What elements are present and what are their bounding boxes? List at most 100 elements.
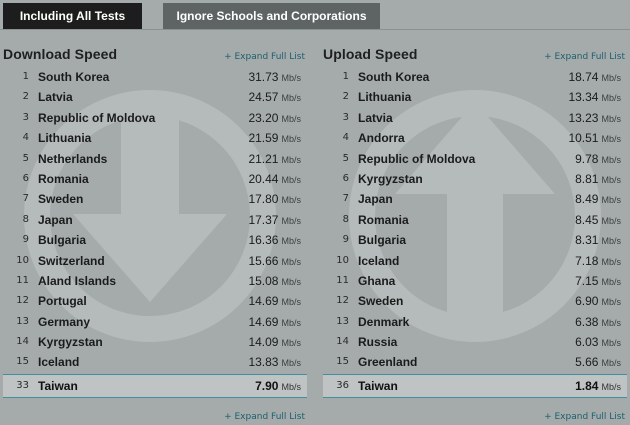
list-item: 2 Lithuania 13.34 Mb/s [323, 88, 627, 108]
rank: 7 [22, 193, 29, 205]
rank: 1 [342, 71, 349, 82]
country-name: Portugal [38, 294, 87, 309]
country-name: Japan [358, 192, 393, 207]
list-item: 15 Greenland 5.66 Mb/s [323, 353, 627, 373]
download-speed-title: Download Speed [3, 46, 118, 62]
speed-value: 24.57 Mb/s [248, 90, 301, 105]
speed-value: 8.45 Mb/s [575, 212, 621, 227]
speed-value: 20.44 Mb/s [248, 171, 301, 186]
download-highlight-row: 33 Taiwan 7.90 Mb/s [3, 374, 307, 398]
list-item: 6 Kyrgyzstan 8.81 Mb/s [323, 170, 627, 190]
speed-value: 16.36 Mb/s [248, 233, 301, 248]
country-name: Sweden [358, 294, 404, 309]
country-name: Republic of Moldova [358, 151, 476, 166]
country-name: Taiwan [358, 379, 398, 393]
country-name: Andorra [358, 131, 405, 146]
country-name: Germany [38, 314, 91, 329]
rank: 6 [22, 172, 29, 184]
rank: 2 [22, 91, 29, 103]
country-name: Netherlands [38, 151, 108, 166]
list-item: 12 Portugal 14.69 Mb/s [3, 292, 307, 312]
country-name: Switzerland [38, 253, 105, 268]
download-expand-list-link-top[interactable]: + Expand Full List [224, 52, 305, 62]
country-name: Kyrgyzstan [358, 171, 423, 186]
rank: 15 [336, 356, 349, 368]
country-name: Taiwan [38, 379, 78, 393]
list-item: 9 Bulgaria 8.31 Mb/s [323, 231, 627, 251]
list-item: 4 Lithuania 21.59 Mb/s [3, 129, 307, 149]
download-expand-list-link-bottom[interactable]: + Expand Full List [224, 412, 305, 422]
rank: 9 [22, 234, 29, 246]
speed-value: 21.21 Mb/s [248, 151, 301, 166]
speed-value: 5.66 Mb/s [575, 355, 621, 370]
list-item: 13 Denmark 6.38 Mb/s [323, 313, 627, 333]
rank: 3 [342, 111, 349, 123]
list-item: 14 Russia 6.03 Mb/s [323, 333, 627, 353]
speed-value: 15.66 Mb/s [248, 253, 301, 268]
rank: 6 [342, 172, 349, 184]
country-name: Lithuania [38, 131, 92, 146]
tab-including-all-tests[interactable]: Including All Tests [3, 3, 142, 30]
speed-value: 9.78 Mb/s [575, 151, 621, 166]
rank: 14 [336, 336, 349, 348]
rank: 13 [336, 315, 349, 327]
country-name: Romania [358, 212, 409, 227]
country-name: Latvia [38, 90, 73, 105]
speed-value: 14.09 Mb/s [248, 335, 301, 350]
list-item: 12 Sweden 6.90 Mb/s [323, 292, 627, 312]
rank: 4 [342, 132, 349, 144]
country-name: Republic of Moldova [38, 110, 156, 125]
list-item: 10 Iceland 7.18 Mb/s [323, 252, 627, 272]
rank: 5 [22, 152, 29, 164]
rank: 11 [16, 274, 29, 286]
download-speed-panel: Download Speed + Expand Full List 1 South… [3, 44, 307, 425]
speed-value: 23.20 Mb/s [248, 110, 301, 125]
list-item: 1 South Korea 31.73 Mb/s [3, 68, 307, 88]
download-ranking-list: 1 South Korea 31.73 Mb/s 2 Latvia 24.57 Mb/s 3… [3, 68, 307, 374]
list-item: 4 Andorra 10.51 Mb/s [323, 129, 627, 149]
list-item: 8 Japan 17.37 Mb/s [3, 211, 307, 231]
speed-value: 7.15 Mb/s [575, 273, 621, 288]
speed-value: 13.83 Mb/s [248, 355, 301, 370]
country-name: South Korea [38, 70, 110, 84]
rank: 13 [16, 315, 29, 327]
list-item: 7 Sweden 17.80 Mb/s [3, 190, 307, 210]
list-item: 7 Japan 8.49 Mb/s [323, 190, 627, 210]
speed-value: 14.69 Mb/s [248, 314, 301, 329]
country-name: Kyrgyzstan [38, 335, 103, 350]
country-name: Latvia [358, 110, 393, 125]
list-item: 5 Netherlands 21.21 Mb/s [3, 150, 307, 170]
rank: 3 [22, 111, 29, 123]
upload-ranking-list: 1 South Korea 18.74 Mb/s 2 Lithuania 13.34 Mb/… [323, 68, 627, 374]
country-name: Greenland [358, 355, 418, 370]
list-item: 5 Republic of Moldova 9.78 Mb/s [323, 150, 627, 170]
upload-expand-list-link-bottom[interactable]: + Expand Full List [544, 412, 625, 422]
rank: 4 [22, 132, 29, 144]
speed-value: 6.90 Mb/s [575, 294, 621, 309]
rank: 5 [342, 152, 349, 164]
rank: 9 [342, 234, 349, 246]
country-name: Bulgaria [358, 233, 407, 248]
tab-ignore-schools-corporations[interactable]: Ignore Schools and Corporations [163, 3, 380, 30]
country-name: Ghana [358, 273, 396, 288]
speed-value: 7.18 Mb/s [575, 253, 621, 268]
rank: 11 [336, 274, 349, 286]
list-item: 9 Bulgaria 16.36 Mb/s [3, 231, 307, 251]
list-item: 15 Iceland 13.83 Mb/s [3, 353, 307, 373]
rank: 12 [16, 295, 29, 307]
country-name: Romania [38, 171, 89, 186]
rank: 15 [16, 356, 29, 368]
rank: 7 [342, 193, 349, 205]
speed-value: 8.31 Mb/s [575, 233, 621, 248]
speed-value: 8.81 Mb/s [575, 171, 621, 186]
upload-speed-panel: Upload Speed + Expand Full List 1 South K… [323, 44, 627, 425]
country-name: Denmark [358, 314, 410, 329]
list-item: 11 Ghana 7.15 Mb/s [323, 272, 627, 292]
up-arrow-watermark-icon [349, 90, 601, 342]
upload-expand-list-link-top[interactable]: + Expand Full List [544, 52, 625, 62]
rank: 36 [336, 380, 349, 391]
list-item: 3 Latvia 13.23 Mb/s [323, 109, 627, 129]
country-name: Japan [38, 212, 73, 227]
speed-value: 17.37 Mb/s [248, 212, 301, 227]
rank: 10 [16, 254, 29, 266]
